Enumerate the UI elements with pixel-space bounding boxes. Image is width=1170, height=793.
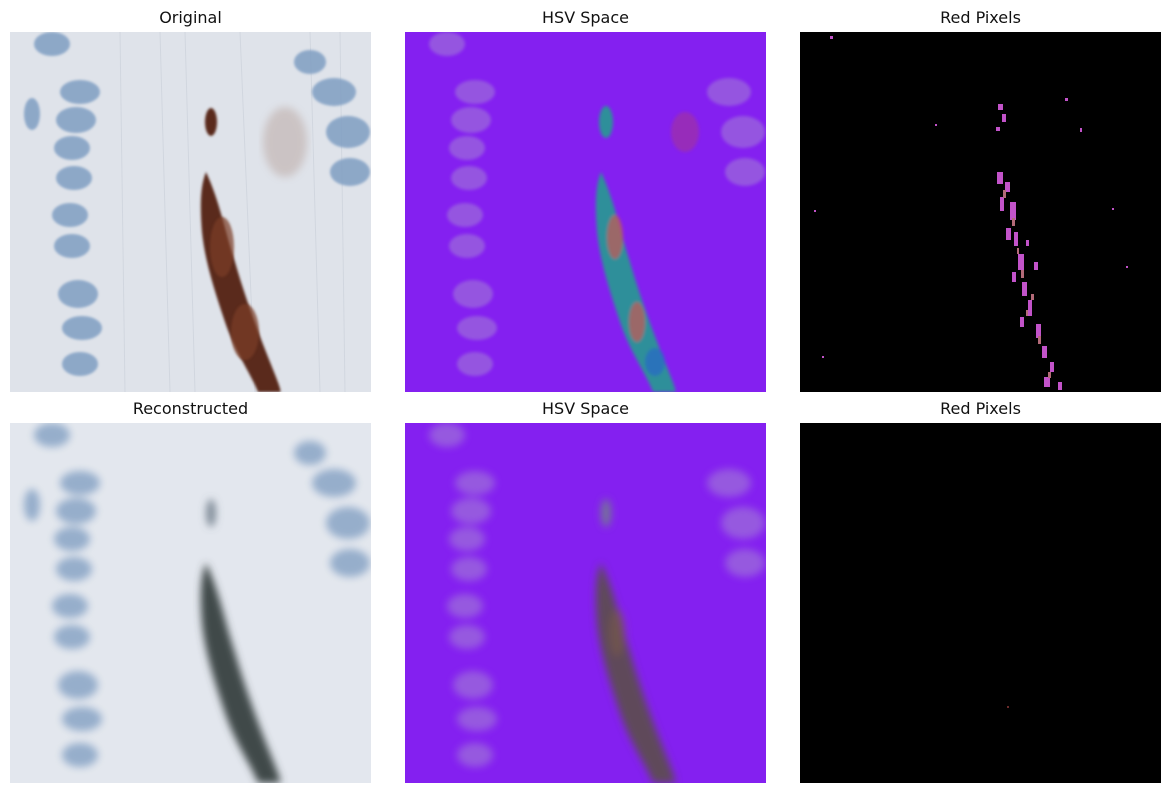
- panel-title-hsv-original: HSV Space: [542, 8, 629, 27]
- red-mask-original-image: [800, 32, 1161, 392]
- hsv-reconstructed-image: [405, 423, 766, 783]
- panel-title-original: Original: [159, 8, 222, 27]
- original-tissue-image: [10, 32, 371, 392]
- red-mask-reconstructed-image: [800, 423, 1161, 783]
- panel-title-hsv-reconstructed: HSV Space: [542, 399, 629, 418]
- hsv-original-image: [405, 32, 766, 392]
- panel-title-reconstructed: Reconstructed: [132, 399, 249, 418]
- panel-title-red-reconstructed: Red Pixels: [940, 399, 1021, 418]
- reconstructed-tissue-image: [10, 423, 371, 783]
- panel-title-red-original: Red Pixels: [940, 8, 1021, 27]
